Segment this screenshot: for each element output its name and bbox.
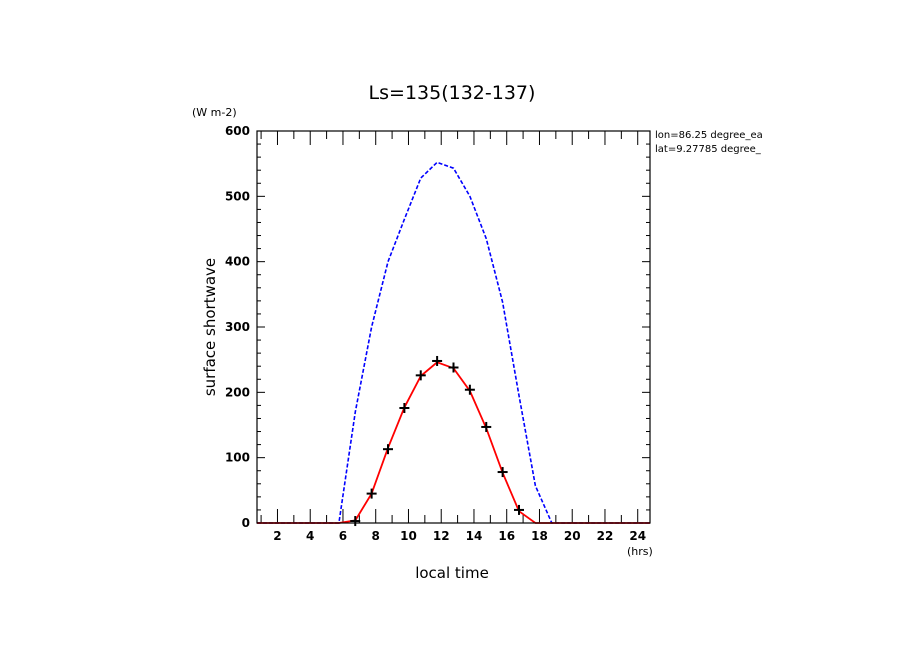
y-tick-label: 100 xyxy=(225,451,250,465)
x-tick-label: 16 xyxy=(498,529,515,543)
plus-marker xyxy=(481,421,492,432)
plot-frame xyxy=(256,130,651,524)
x-tick-label: 6 xyxy=(339,529,347,543)
y-axis-title: surface shortwave xyxy=(201,258,219,396)
plus-marker xyxy=(415,370,426,381)
x-tick-label: 18 xyxy=(531,529,548,543)
y-tick-label: 0 xyxy=(242,516,250,530)
y-tick-label: 400 xyxy=(225,255,250,269)
plus-marker xyxy=(399,403,410,414)
x-tick-label: 4 xyxy=(306,529,314,543)
axis-ticks xyxy=(257,130,650,524)
info-longitude: lon=86.25 degree_ea xyxy=(655,130,763,141)
plus-marker xyxy=(350,516,361,527)
x-unit-label: (hrs) xyxy=(627,545,653,558)
plus-marker xyxy=(432,355,443,366)
markers-group xyxy=(350,355,524,527)
y-tick-label: 600 xyxy=(225,124,250,138)
x-tick-label: 20 xyxy=(564,529,581,543)
y-tick-label: 500 xyxy=(225,189,250,203)
x-tick-label: 2 xyxy=(273,529,281,543)
x-tick-label: 14 xyxy=(466,529,483,543)
series-line-solid-red xyxy=(257,361,650,524)
plus-marker xyxy=(366,488,377,499)
plus-marker xyxy=(497,467,508,478)
y-tick-label: 200 xyxy=(225,385,250,399)
info-latitude: lat=9.27785 degree_ xyxy=(655,144,762,155)
x-tick-label: 12 xyxy=(433,529,450,543)
x-tick-label: 8 xyxy=(372,529,380,543)
x-axis-title: local time xyxy=(415,564,489,582)
series-group xyxy=(257,161,650,524)
x-tick-label: 22 xyxy=(597,529,614,543)
plus-marker xyxy=(514,504,524,515)
chart-title: Ls=135(132-137) xyxy=(369,82,536,104)
plus-marker xyxy=(464,384,475,395)
x-tick-label: 10 xyxy=(400,529,417,543)
plus-marker xyxy=(383,444,393,455)
x-tick-label: 24 xyxy=(629,529,646,543)
series-line-dashed-blue xyxy=(257,161,650,524)
plus-marker xyxy=(448,362,459,373)
y-unit-label: (W m-2) xyxy=(192,106,237,119)
y-tick-label: 300 xyxy=(225,320,250,334)
